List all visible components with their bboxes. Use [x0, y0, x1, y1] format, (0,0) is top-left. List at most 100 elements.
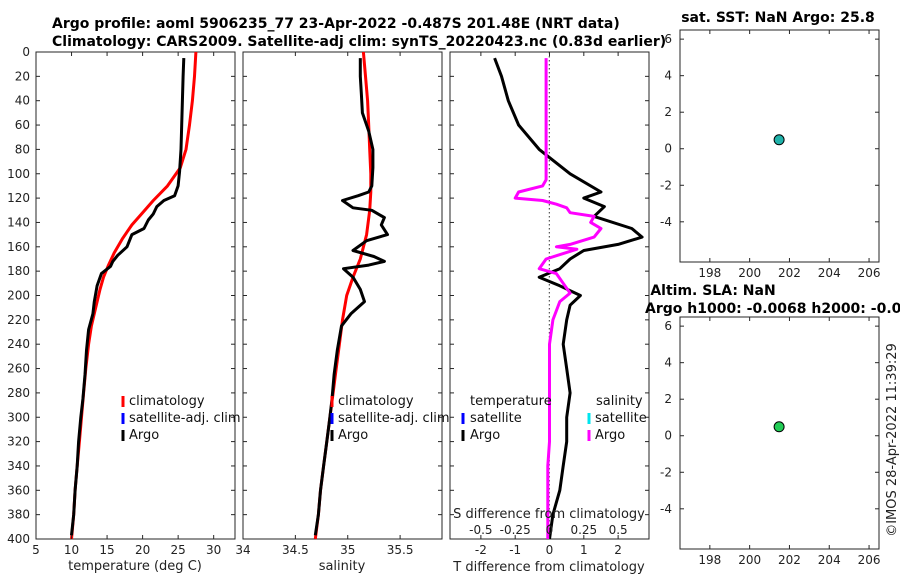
- x-tick-label: 202: [778, 266, 801, 280]
- y-tick-label: 0: [664, 142, 672, 156]
- salinity-x-ticks: 34 34.5 35 35.5: [235, 52, 413, 557]
- x-tick-label: 198: [698, 553, 721, 567]
- depth-tick-label: 360: [7, 483, 30, 497]
- depth-tick-label: 280: [7, 386, 30, 400]
- legend-argo-label: Argo: [338, 428, 368, 443]
- y-tick-label: 2: [664, 105, 672, 119]
- sst-plot: 198 200 202 204 206 6 4 2 0 -2 -4: [660, 30, 881, 280]
- y-tick-label: 6: [664, 32, 672, 46]
- series-line-climatology: [70, 51, 198, 540]
- x-tick-label: 34.5: [282, 543, 309, 557]
- y-tick-label: -4: [660, 215, 672, 229]
- legend-s-sat-label: satellite: [595, 411, 647, 426]
- x-tick-label: -1: [509, 543, 521, 557]
- legend-t-sat-label: satellite: [470, 411, 522, 426]
- s-tick-label: 0.5: [609, 523, 628, 537]
- title-line1: Argo profile: aoml 5906235_77 23-Apr-202…: [52, 16, 620, 32]
- y-tick-label: -2: [660, 178, 672, 192]
- legend-sat-label: satellite-adj. clim: [338, 411, 450, 426]
- depth-tick-label: 380: [7, 508, 30, 522]
- depth-tick-label: 60: [15, 118, 30, 132]
- sla-title-line1: Altim. SLA: NaN: [650, 283, 775, 299]
- s-tick-label: -0.5: [469, 523, 492, 537]
- x-tick-label: 204: [818, 553, 841, 567]
- x-tick-label: 202: [778, 553, 801, 567]
- temperature-legend: climatology satellite-adj. clim Argo: [121, 394, 241, 443]
- data-point-marker: [773, 421, 785, 433]
- legend-clim-label: climatology: [338, 394, 414, 409]
- sla-plot: 198 200 202 204 206 6 4 2 0 -2 -4: [660, 317, 881, 567]
- y-tick-label: 6: [664, 319, 672, 333]
- x-tick-label: 20: [135, 543, 150, 557]
- x-tick-label: 206: [858, 553, 881, 567]
- y-tick-label: 0: [664, 429, 672, 443]
- t-difference-x-ticks: -2 -1 0 1 2: [475, 52, 622, 557]
- t-difference-xlabel: T difference from climatology: [452, 560, 645, 575]
- x-tick-label: 10: [64, 543, 79, 557]
- depth-tick-label: 120: [7, 191, 30, 205]
- temperature-x-ticks: 5 10 15 20 25 30: [32, 52, 221, 557]
- depth-tick-label: 400: [7, 532, 30, 546]
- salinity-axes: [242, 51, 443, 540]
- depth-tick-label: 240: [7, 337, 30, 351]
- depth-tick-label: 160: [7, 240, 30, 254]
- depth-tick-label: 320: [7, 435, 30, 449]
- temperature-axes: [35, 51, 236, 540]
- series-line-argo: [70, 58, 186, 536]
- title-line2: Climatology: CARS2009. Satellite-adj cli…: [52, 34, 666, 50]
- sla-axes: [679, 316, 880, 550]
- x-tick-label: 35.5: [387, 543, 414, 557]
- depth-tick-label: 300: [7, 410, 30, 424]
- x-tick-label: 2: [614, 543, 622, 557]
- x-tick-label: 5: [32, 543, 40, 557]
- difference-legend: temperature satellite Argo salinity sate…: [461, 394, 647, 443]
- x-tick-label: 1: [580, 543, 588, 557]
- x-tick-label: 35: [340, 543, 355, 557]
- legend-argo-label: Argo: [129, 428, 159, 443]
- s-tick-label: 0.25: [570, 523, 597, 537]
- series-line-t-argo: [493, 57, 644, 540]
- x-tick-label: 30: [206, 543, 221, 557]
- y-tick-label: -2: [660, 465, 672, 479]
- legend-s-argo-label: Argo: [595, 428, 625, 443]
- depth-tick-label: 100: [7, 167, 30, 181]
- y-tick-label: -4: [660, 502, 672, 516]
- depth-tick-label: 340: [7, 459, 30, 473]
- temperature-plot: [70, 51, 198, 540]
- series-line-argo: [313, 58, 389, 536]
- y-tick-label: 4: [664, 69, 672, 83]
- x-tick-label: 15: [99, 543, 114, 557]
- sst-axes: [679, 29, 880, 263]
- x-tick-label: 200: [738, 266, 761, 280]
- series-line-s-argo: [513, 58, 603, 539]
- legend-t-argo-label: Argo: [470, 428, 500, 443]
- depth-tick-label: 40: [15, 94, 30, 108]
- legend-temperature-title: temperature: [470, 394, 552, 409]
- temperature-xlabel: temperature (deg C): [68, 559, 202, 574]
- s-tick-label: 0: [546, 523, 554, 537]
- data-point-marker: [773, 134, 785, 146]
- difference-plot: [493, 57, 644, 540]
- legend-clim-label: climatology: [129, 394, 205, 409]
- legend-sat-label: satellite-adj. clim: [129, 411, 241, 426]
- y-tick-label: 2: [664, 392, 672, 406]
- depth-tick-label: 260: [7, 362, 30, 376]
- s-difference-x-ticks: -0.5 -0.25 0 0.25 0.5: [469, 523, 627, 537]
- imos-timestamp-watermark: ©IMOS 28-Apr-2022 11:39:29: [885, 343, 900, 537]
- x-tick-label: 0: [546, 543, 554, 557]
- x-tick-label: 25: [171, 543, 186, 557]
- depth-tick-label: 200: [7, 289, 30, 303]
- salinity-plot: [313, 51, 389, 540]
- salinity-xlabel: salinity: [319, 559, 366, 574]
- x-tick-label: 34: [235, 543, 250, 557]
- depth-axis: 0 20 40 60 80 100 120 140 160 180 200 220 240 260 280 3…: [7, 45, 649, 546]
- s-difference-xlabel: S difference from climatology: [453, 507, 645, 522]
- x-tick-label: 204: [818, 266, 841, 280]
- depth-tick-label: 0: [22, 45, 30, 59]
- legend-salinity-title: salinity: [596, 394, 643, 409]
- x-tick-label: 198: [698, 266, 721, 280]
- depth-tick-label: 220: [7, 313, 30, 327]
- salinity-legend: climatology satellite-adj. clim Argo: [330, 394, 450, 443]
- depth-tick-label: 140: [7, 215, 30, 229]
